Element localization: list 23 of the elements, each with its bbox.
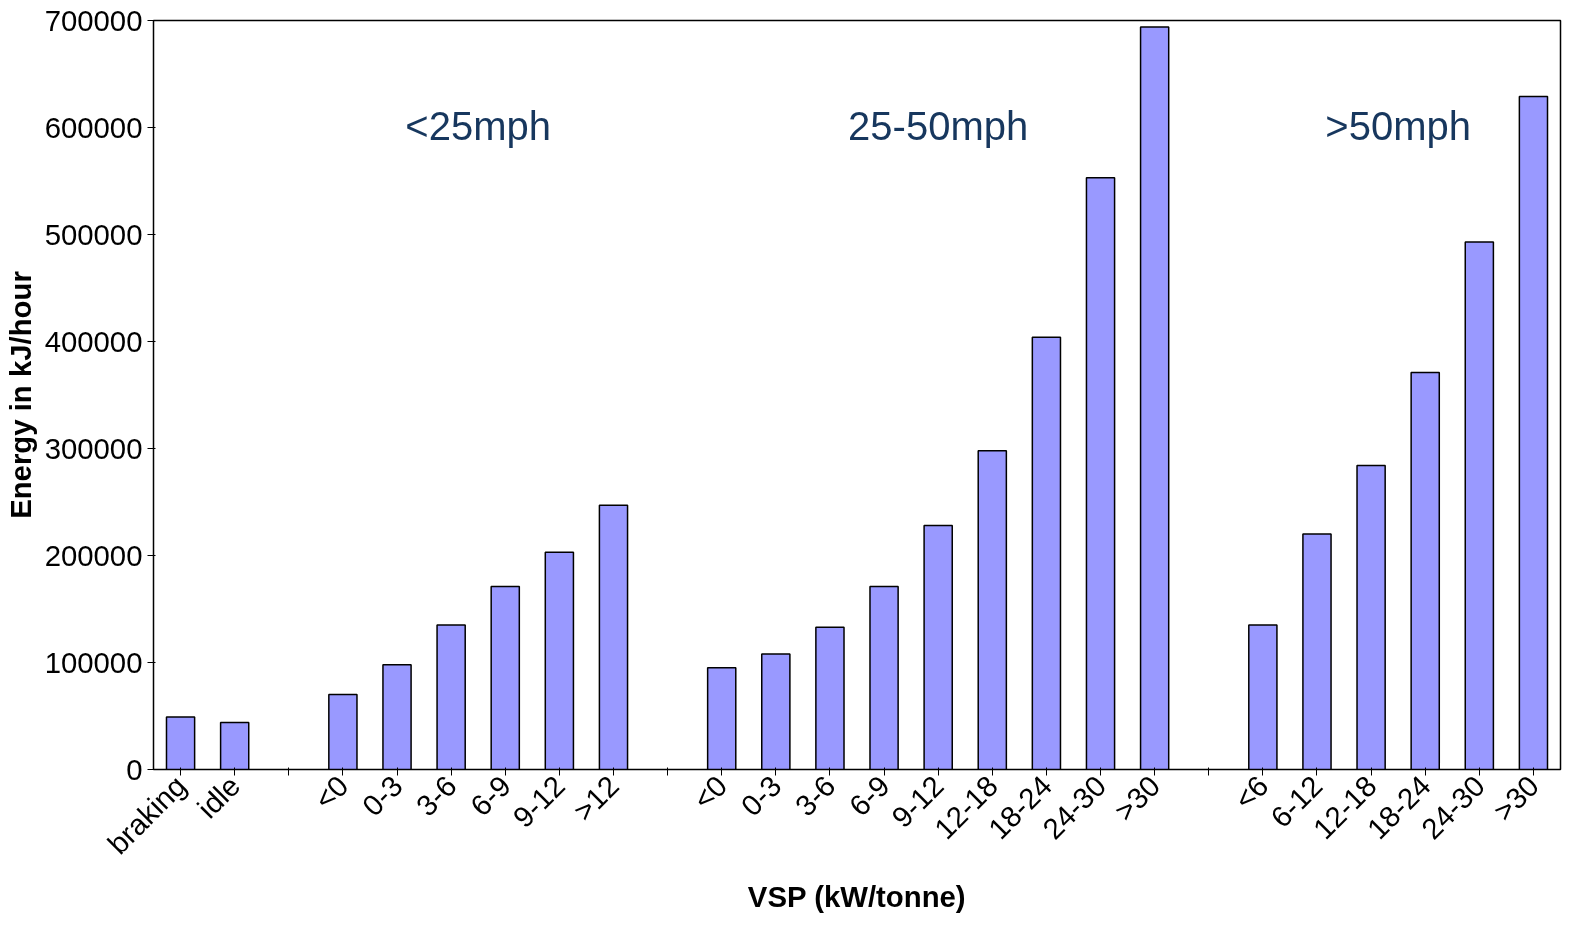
x-tick-label: 0-3 xyxy=(734,768,788,823)
x-tick-label: >12 xyxy=(566,768,626,828)
x-tick-label: <0 xyxy=(307,768,355,816)
annotation: >50mph xyxy=(1325,103,1471,148)
x-tick-label: <0 xyxy=(686,768,734,816)
y-tick-label: 700000 xyxy=(44,3,143,37)
y-axis-title: Energy in kJ/hour xyxy=(3,271,37,519)
x-tick-label: 3-6 xyxy=(409,768,463,823)
y-tick-label: 400000 xyxy=(44,324,143,358)
y-tick-label: 200000 xyxy=(44,538,143,572)
x-tick-label: 0-3 xyxy=(355,768,409,823)
x-tick-label: idle xyxy=(190,768,247,825)
y-tick-label: 0 xyxy=(126,752,143,786)
y-tick-label: 300000 xyxy=(44,431,143,465)
y-tick-label: 500000 xyxy=(44,217,143,251)
x-axis-title: VSP (kW/tonne) xyxy=(747,879,966,913)
y-tick-label: 600000 xyxy=(44,110,143,144)
annotation: <25mph xyxy=(405,103,552,148)
x-tick-label: >30 xyxy=(1107,768,1167,828)
y-tick-label: 100000 xyxy=(44,645,143,679)
x-tick-label: 3-6 xyxy=(788,768,842,823)
annotation: 25-50mph xyxy=(848,103,1029,148)
x-tick-label: >30 xyxy=(1486,768,1546,828)
